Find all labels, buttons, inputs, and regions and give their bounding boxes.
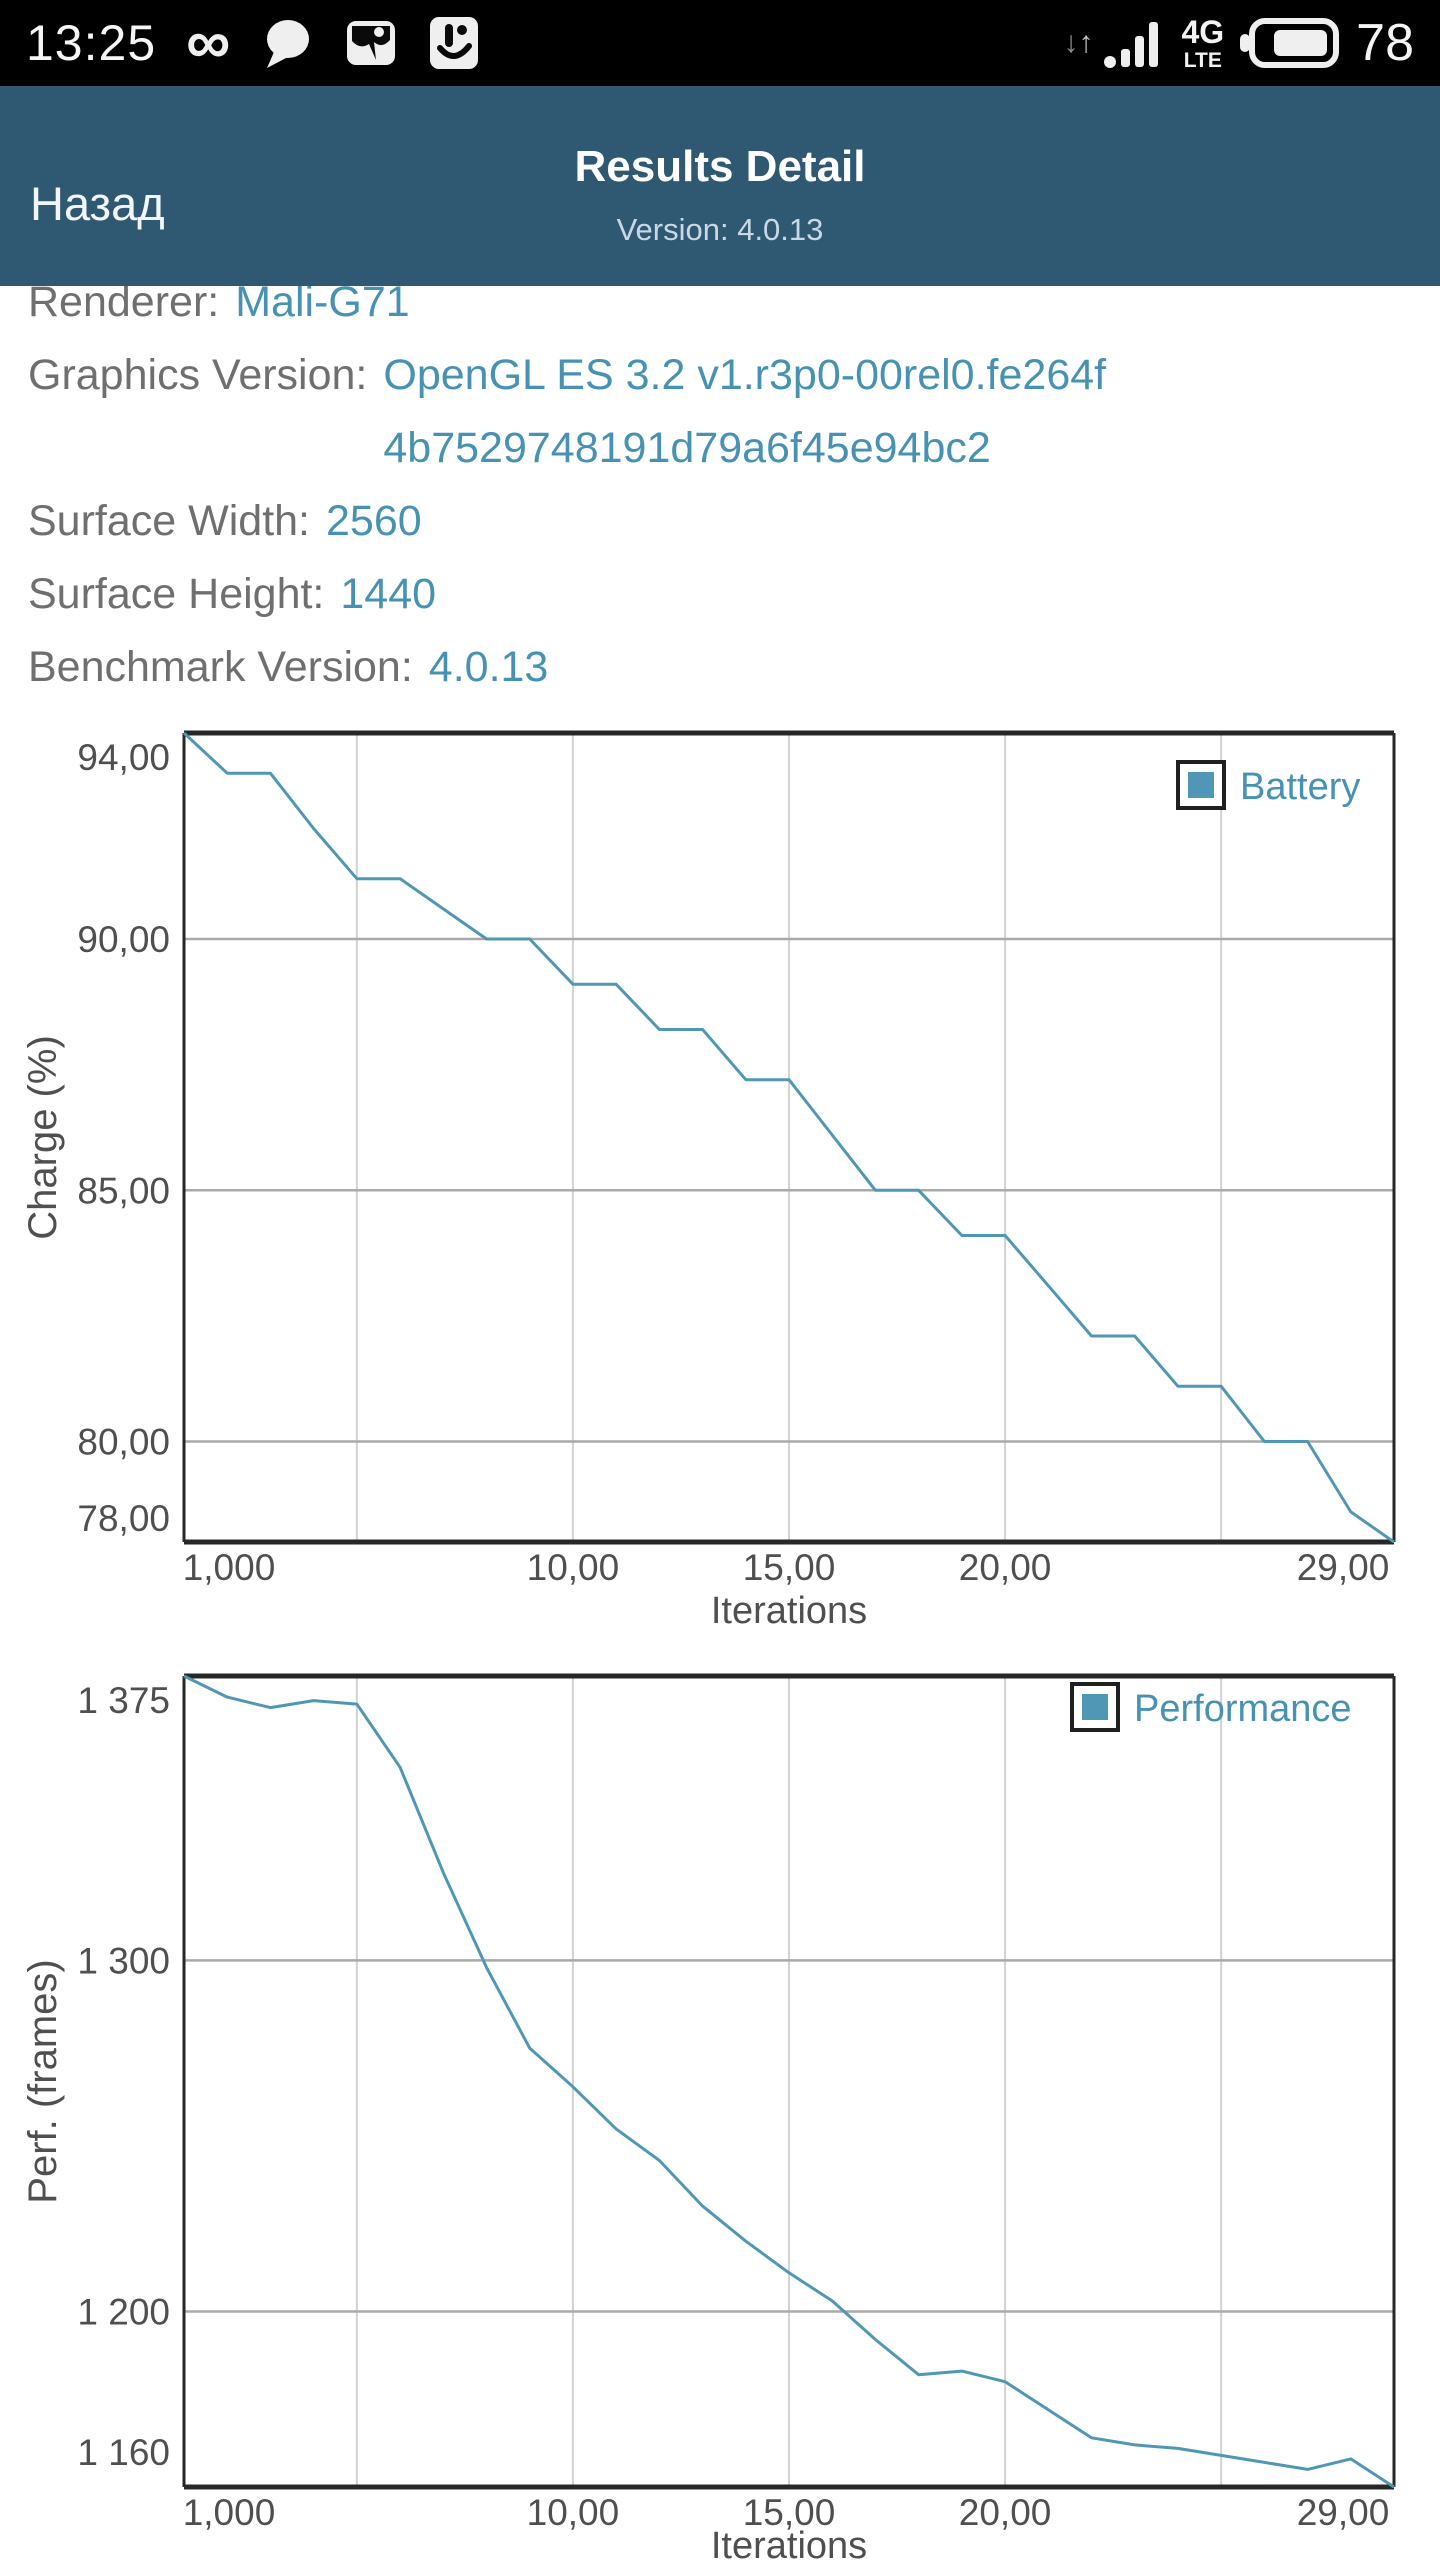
info-value: Mali-G71 bbox=[235, 278, 410, 326]
page-title: Results Detail bbox=[574, 142, 866, 191]
svg-text:1 300: 1 300 bbox=[77, 1940, 170, 1981]
info-label: Surface Height: bbox=[28, 570, 325, 618]
page-subtitle: Version: 4.0.13 bbox=[616, 212, 824, 247]
svg-text:1 200: 1 200 bbox=[77, 2291, 170, 2332]
data-activity-arrows: ↓ ↑ bbox=[1063, 28, 1093, 58]
up-arrow-icon: ↑ bbox=[1078, 26, 1094, 59]
info-value: 2560 bbox=[326, 497, 422, 545]
network-type-label: 4G LTE bbox=[1181, 13, 1225, 72]
touchpal-icon bbox=[430, 17, 479, 69]
performance-chart: 1 375 1 300 1 200 1 160 1,000 10,00 15,00 20,00… bbox=[21, 1673, 1396, 2560]
svg-text:Battery: Battery bbox=[1240, 766, 1360, 808]
clock: 13:25 bbox=[26, 15, 157, 71]
chat-bubble-icon bbox=[267, 20, 310, 68]
back-button[interactable]: Назад bbox=[30, 177, 165, 230]
app-header: Назад Results Detail Version: 4.0.13 bbox=[0, 86, 1440, 286]
svg-text:90,00: 90,00 bbox=[77, 919, 170, 960]
svg-text:1 160: 1 160 bbox=[77, 2432, 170, 2473]
info-value: OpenGL ES 3.2 v1.r3p0-00rel0.fe264f 4b752… bbox=[383, 351, 1107, 472]
svg-text:29,00: 29,00 bbox=[1297, 2492, 1390, 2533]
svg-text:1 375: 1 375 bbox=[77, 1680, 170, 1721]
gallery-icon bbox=[347, 21, 396, 65]
battery-icon bbox=[1240, 18, 1340, 68]
info-value: 1440 bbox=[340, 570, 437, 618]
svg-text:Perf. (frames): Perf. (frames) bbox=[21, 1959, 65, 2203]
signal-strength-icon bbox=[1104, 22, 1159, 68]
info-label: Renderer: bbox=[28, 278, 220, 326]
svg-text:20,00: 20,00 bbox=[959, 2492, 1052, 2533]
svg-text:Iterations: Iterations bbox=[711, 1590, 867, 1632]
svg-text:94,00: 94,00 bbox=[77, 737, 170, 778]
svg-text:Charge (%): Charge (%) bbox=[21, 1035, 65, 1240]
svg-text:1,000: 1,000 bbox=[183, 2492, 276, 2533]
svg-text:85,00: 85,00 bbox=[77, 1170, 170, 1211]
svg-text:Iterations: Iterations bbox=[711, 2525, 867, 2560]
infinity-icon: ∞ bbox=[186, 8, 231, 77]
svg-text:78,00: 78,00 bbox=[77, 1498, 170, 1539]
battery-chart: 94,00 90,00 85,00 80,00 78,00 1,000 10,00 15,00… bbox=[21, 730, 1396, 1632]
info-row-benchmark-version: Benchmark Version: 4.0.13 bbox=[28, 631, 1416, 704]
info-row-graphics-version: Graphics Version: OpenGL ES 3.2 v1.r3p0-… bbox=[28, 339, 1416, 485]
svg-text:10,00: 10,00 bbox=[527, 2492, 620, 2533]
svg-text:80,00: 80,00 bbox=[77, 1422, 170, 1463]
result-info-list: Renderer: Mali-G71 Graphics Version: Ope… bbox=[28, 266, 1416, 704]
svg-text:1,000: 1,000 bbox=[183, 1547, 276, 1588]
info-row-surface-width: Surface Width: 2560 bbox=[28, 485, 1416, 558]
svg-text:15,00: 15,00 bbox=[743, 2492, 836, 2533]
svg-text:29,00: 29,00 bbox=[1297, 1547, 1390, 1588]
info-row-renderer: Renderer: Mali-G71 bbox=[28, 266, 1416, 339]
svg-text:10,00: 10,00 bbox=[527, 1547, 620, 1588]
down-arrow-icon: ↓ bbox=[1063, 26, 1079, 59]
info-label: Surface Width: bbox=[28, 497, 310, 545]
info-row-surface-height: Surface Height: 1440 bbox=[28, 558, 1416, 631]
battery-percent: 78 bbox=[1356, 14, 1414, 72]
svg-text:20,00: 20,00 bbox=[959, 1547, 1052, 1588]
info-label: Benchmark Version: bbox=[28, 643, 413, 691]
svg-text:15,00: 15,00 bbox=[743, 1547, 836, 1588]
svg-text:Performance: Performance bbox=[1134, 1688, 1352, 1730]
status-bar: 13:25 ∞ ↓ ↑ 4G LTE bbox=[0, 0, 1440, 86]
info-value: 4.0.13 bbox=[428, 643, 549, 691]
info-label: Graphics Version: bbox=[28, 351, 368, 399]
